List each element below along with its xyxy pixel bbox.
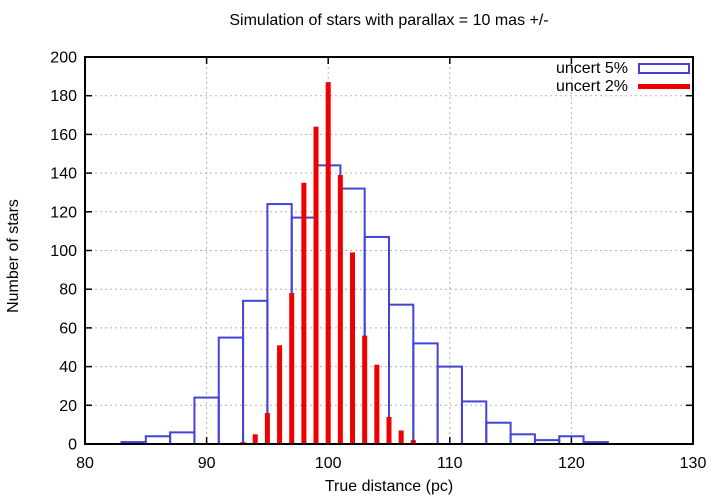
bar-uncert-2 (410, 440, 416, 444)
y-tick-label: 60 (59, 320, 77, 337)
y-tick-label: 160 (50, 127, 77, 144)
bar-uncert-2 (313, 126, 319, 444)
y-axis-label: Number of stars (5, 199, 22, 313)
bar-uncert-2 (398, 430, 404, 444)
x-tick-label: 120 (558, 455, 585, 472)
bar-uncert-2 (301, 182, 307, 444)
bar-uncert-5 (388, 303, 415, 445)
bar-uncert-2 (374, 364, 380, 444)
x-tick-label: 80 (76, 455, 94, 472)
x-tick-label: 130 (680, 455, 707, 472)
bar-uncert-5 (509, 433, 536, 446)
bar-uncert-5 (412, 342, 439, 446)
bar-uncert-5 (485, 421, 512, 445)
legend-label-uncert-2: uncert 2% (555, 78, 628, 95)
y-tick-label: 180 (50, 88, 77, 105)
y-tick-label: 120 (50, 204, 77, 221)
x-axis-label: True distance (pc) (324, 478, 454, 495)
x-tick-label: 110 (437, 455, 463, 472)
y-tick-label: 100 (50, 243, 77, 260)
bar-uncert-2 (362, 335, 368, 444)
bar-uncert-2 (350, 252, 356, 444)
bar-uncert-5 (217, 336, 245, 446)
y-tick-label: 0 (68, 437, 77, 454)
chart-title: Simulation of stars with parallax = 10 m… (229, 12, 549, 29)
y-tick-label: 80 (59, 282, 77, 299)
bar-uncert-5 (242, 299, 269, 445)
y-tick-label: 40 (59, 359, 77, 376)
legend: uncert 5% uncert 2% (555, 60, 690, 95)
bar-uncert-2 (386, 416, 392, 444)
legend-label-uncert-5: uncert 5% (555, 60, 628, 77)
legend-swatch-line-icon (638, 84, 690, 89)
bar-uncert-2 (252, 434, 258, 444)
bar-uncert-5 (460, 400, 488, 445)
x-tick-label: 100 (315, 455, 342, 472)
legend-item-uncert-5: uncert 5% (555, 60, 690, 77)
y-tick-label: 20 (59, 398, 77, 415)
bar-uncert-2 (277, 345, 283, 444)
bar-uncert-2 (337, 175, 343, 444)
bar-uncert-2 (289, 293, 295, 444)
y-tick-label: 140 (50, 166, 77, 183)
bar-uncert-2 (325, 82, 331, 444)
x-tick-label: 90 (198, 455, 216, 472)
bar-uncert-5 (169, 431, 196, 446)
y-tick-label: 200 (50, 50, 77, 67)
bar-uncert-2 (264, 413, 270, 444)
legend-item-uncert-2: uncert 2% (555, 78, 690, 95)
bar-uncert-5 (144, 435, 172, 446)
legend-swatch-box-icon (638, 63, 690, 74)
